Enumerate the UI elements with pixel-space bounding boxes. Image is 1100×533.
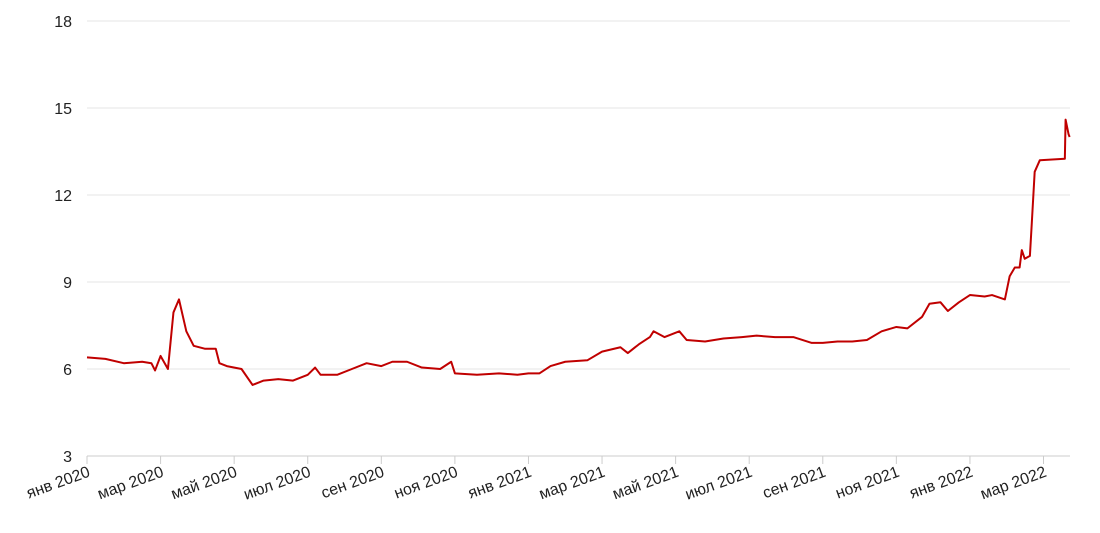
- x-tick-label: сен 2021: [761, 464, 829, 503]
- y-tick-label: 3: [63, 449, 72, 466]
- x-tick-label: мар 2020: [95, 464, 166, 504]
- x-tick-label: май 2020: [169, 464, 240, 504]
- y-tick-label: 9: [63, 275, 72, 292]
- y-tick-label: 6: [63, 362, 72, 379]
- x-tick-label: ноя 2020: [392, 464, 460, 503]
- x-tick-label: янв 2020: [24, 464, 92, 503]
- x-tick-label: июл 2021: [683, 464, 755, 504]
- y-tick-label: 18: [54, 14, 72, 31]
- x-tick-label: мар 2021: [537, 464, 608, 504]
- x-tick-label: ноя 2021: [833, 464, 901, 503]
- x-tick-label: май 2021: [610, 464, 681, 504]
- x-tick-label: сен 2020: [319, 464, 387, 503]
- x-tick-label: янв 2022: [907, 464, 975, 503]
- y-tick-label: 12: [54, 188, 72, 205]
- y-tick-label: 15: [54, 101, 72, 118]
- x-tick-label: мар 2022: [978, 464, 1049, 504]
- x-tick-label: июл 2020: [242, 464, 314, 504]
- x-tick-label: янв 2021: [466, 464, 534, 503]
- series-line: [86, 118, 1071, 386]
